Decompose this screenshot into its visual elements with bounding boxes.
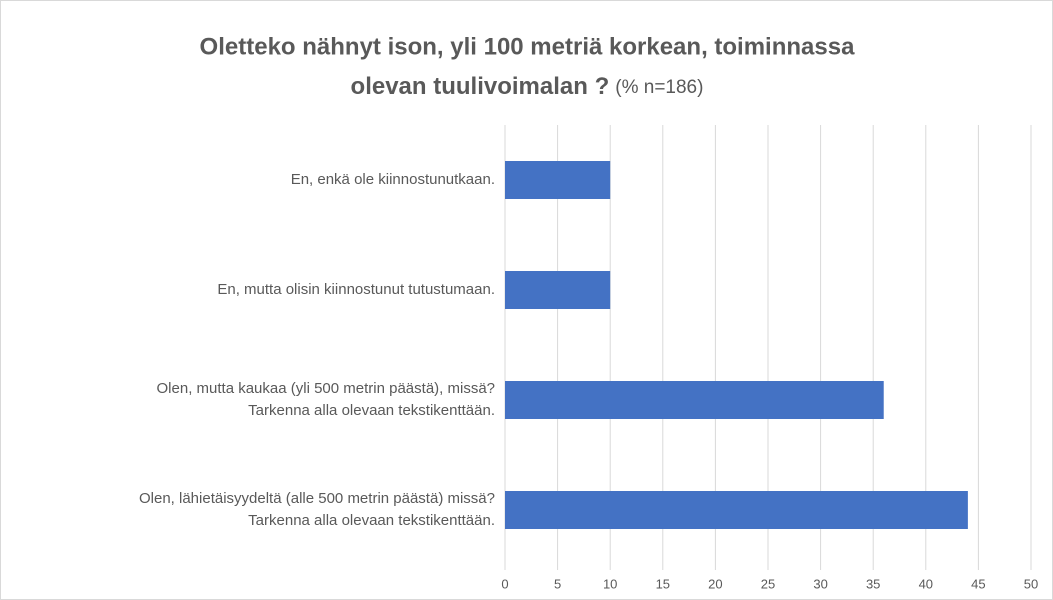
- x-tick-label: 15: [656, 576, 670, 591]
- x-tick-label: 35: [866, 576, 880, 591]
- x-tick-label: 40: [919, 576, 933, 591]
- y-tick-label: En, enkä ole kiinnostunutkaan.: [291, 171, 495, 188]
- x-tick-label: 0: [501, 576, 508, 591]
- bar: [505, 271, 611, 309]
- bar: [505, 381, 884, 419]
- chart-title-line: olevan tuulivoimalan ? (% n=186): [351, 73, 704, 100]
- y-tick-label: Olen, lähietäisyydeltä (alle 500 metrin …: [139, 490, 495, 507]
- x-tick-label: 50: [1024, 576, 1038, 591]
- y-tick-label: Tarkenna alla olevaan tekstikenttään.: [248, 512, 495, 529]
- x-tick-label: 20: [708, 576, 722, 591]
- chart-title: olevan tuulivoimalan ?: [351, 73, 610, 100]
- chart-title: Oletteko nähnyt ison, yli 100 metriä kor…: [200, 33, 856, 60]
- x-tick-label: 45: [971, 576, 985, 591]
- y-tick-label: Tarkenna alla olevaan tekstikenttään.: [248, 402, 495, 419]
- y-tick-label: En, mutta olisin kiinnostunut tutustumaa…: [217, 281, 495, 298]
- bar: [505, 161, 611, 199]
- chart-title-note: (% n=186): [615, 77, 703, 98]
- x-tick-label: 5: [554, 576, 561, 591]
- bar: [505, 491, 968, 529]
- y-tick-label: Olen, mutta kaukaa (yli 500 metrin pääst…: [157, 380, 495, 397]
- x-tick-label: 30: [813, 576, 827, 591]
- x-tick-label: 25: [761, 576, 775, 591]
- x-tick-label: 10: [603, 576, 617, 591]
